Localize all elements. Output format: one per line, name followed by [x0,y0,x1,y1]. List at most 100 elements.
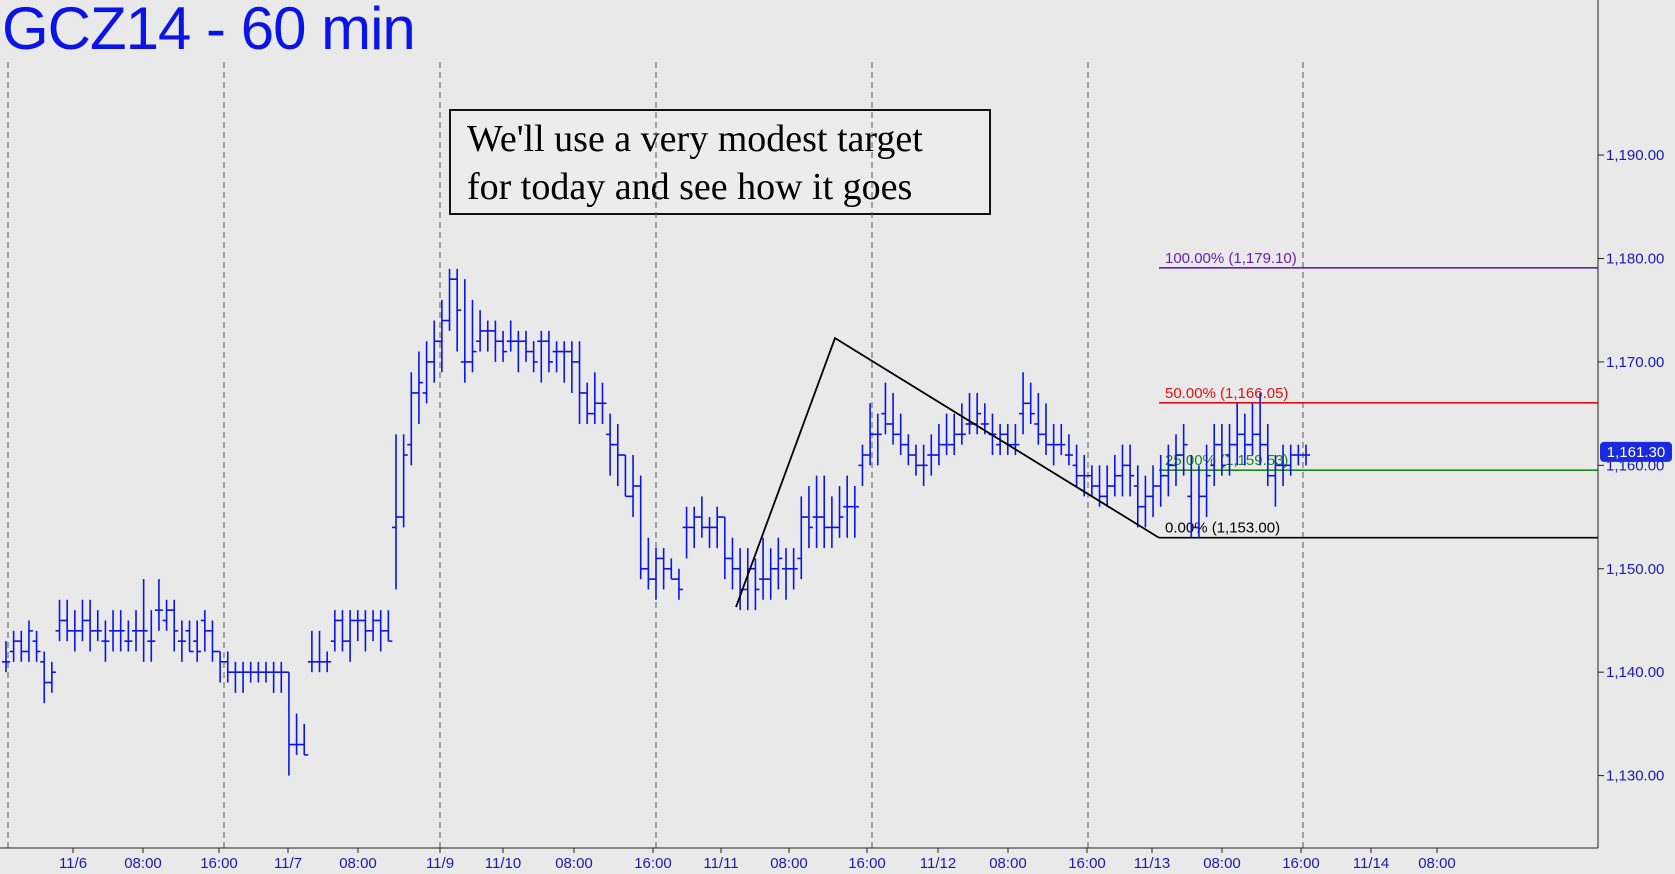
ohlc-bar [1042,403,1050,455]
last-price-tag: 1,161.30 [1600,441,1672,462]
ohlc-bars [2,268,1310,776]
ohlc-bar [1118,444,1127,497]
ohlc-bar [55,599,64,642]
ohlc-bar [629,455,638,518]
ohlc-bar [1179,423,1188,476]
ohlc-bar [858,444,867,487]
ohlc-bar [613,423,622,487]
annotation-line-1: We'll use a very modest target [467,118,923,160]
ohlc-bar [1302,444,1310,466]
ohlc-bar [399,434,408,528]
ohlc-bar [1217,423,1226,476]
ohlc-bar [514,330,523,373]
ohlc-bar [567,341,576,393]
ohlc-bar [346,610,355,662]
ohlc-bar [476,310,485,352]
ohlc-bar [720,516,729,580]
x-tick-label: 11/11 [703,855,738,872]
fib-levels: 100.00% (1,179.10) 50.00% (1,166.05) 25.00… [1159,250,1598,539]
ohlc-bar [912,444,920,476]
ohlc-bar [529,341,538,373]
ohlc-bar [40,651,49,704]
ohlc-bar [483,320,492,352]
chart-title: GCZ14 - 60 min [2,0,416,62]
x-tick-label: 08:00 [1203,855,1241,872]
ohlc-bar [827,496,836,549]
ohlc-bar [1064,434,1073,466]
ohlc-bar [797,496,806,580]
ohlc-bar [1286,444,1295,476]
ohlc-bar [652,548,660,600]
x-tick-label: 08:00 [1418,855,1456,872]
ohlc-bar [177,620,186,662]
ohlc-bar [170,599,179,652]
ohlc-bar [904,434,913,466]
x-tick-label: 16:00 [200,855,238,872]
ohlc-bar [544,330,553,373]
ohlc-bar [835,486,844,538]
ohlc-bar [1003,423,1012,455]
y-tick-label: 1,190.00 [1606,147,1664,164]
ohlc-bar [1087,465,1096,497]
ohlc-bar [437,299,446,373]
x-tick-label: 08:00 [770,855,808,872]
ohlc-bar [1141,475,1150,528]
ohlc-bar [1240,413,1249,466]
x-tick-label: 11/9 [426,855,454,872]
ohlc-bar [262,661,270,683]
ohlc-bar [1019,372,1028,435]
ohlc-bar [774,537,783,590]
ohlc-bar [414,351,423,424]
y-tick-label: 1,150.00 [1606,561,1664,578]
ohlc-bar [124,620,133,652]
ohlc-bar [70,610,79,652]
ohlc-bar [782,548,790,600]
ohlc-bar [1164,444,1173,497]
ohlc-bar [1095,465,1104,507]
ohlc-bar [1210,423,1219,487]
ohlc-bar [1156,455,1165,507]
ohlc-bar [315,630,324,673]
ohlc-bar [766,548,775,600]
ohlc-bar [1263,423,1272,487]
ohlc-bar [1149,465,1158,518]
ohlc-bar [674,568,683,600]
ohlc-bar [682,506,691,559]
x-tick-label: 08:00 [339,855,377,872]
ohlc-bar [491,320,500,362]
ohlc-bar [598,382,607,424]
ohlc-bar [697,496,706,538]
x-tick-label: 11/7 [274,855,302,872]
ohlc-bar [820,475,829,549]
ohlc-bar [644,537,653,590]
ohlc-bar [231,661,240,693]
ohlc-bar [1126,444,1135,497]
ohlc-bar [850,486,859,538]
ohlc-bar [896,413,905,455]
ohlc-bar [843,475,852,538]
abc-pattern [735,336,1160,608]
x-tick-label: 11/14 [1353,855,1389,872]
ohlc-bar [407,372,416,466]
ohlc-bar [736,548,745,611]
annotation-line-2: for today and see how it goes [467,166,913,208]
ohlc-bar [200,610,209,652]
ohlc-bar [430,320,439,383]
x-tick-label: 11/13 [1134,855,1170,872]
ohlc-bar [116,610,125,652]
ohlc-bar [751,558,760,611]
ohlc-bar [193,620,202,662]
ohlc-bar [590,372,599,424]
ohlc-bar [1080,455,1089,497]
ohlc-bar [537,330,546,383]
ohlc-bar [873,413,882,466]
y-tick-label: 1,130.00 [1606,768,1664,785]
ohlc-bar [759,537,768,600]
ohlc-bar [1194,465,1203,538]
ohlc-bar [965,392,974,435]
ohlc-bar [1271,455,1280,507]
ohlc-bar [93,610,102,642]
annotation-box: We'll use a very modest target for today… [449,109,991,215]
x-tick-label: 11/6 [59,855,87,872]
